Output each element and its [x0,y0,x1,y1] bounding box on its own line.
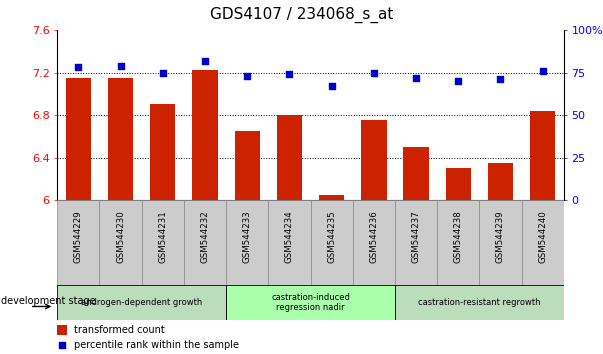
Point [411,75,421,80]
Text: percentile rank within the sample: percentile rank within the sample [74,340,239,350]
Bar [403,147,429,200]
Text: GSM544238: GSM544238 [454,210,463,263]
Text: development stage: development stage [1,296,96,306]
Text: GSM544232: GSM544232 [201,210,209,263]
Text: GSM544237: GSM544237 [412,210,420,263]
Point [200,58,210,63]
Bar [99,200,142,285]
Bar [311,200,353,285]
Text: GDS4107 / 234068_s_at: GDS4107 / 234068_s_at [210,7,393,23]
Bar [184,200,226,285]
Text: castration-resistant regrowth: castration-resistant regrowth [418,298,541,307]
Bar [192,70,218,200]
Point [158,70,168,75]
Bar [479,200,522,285]
Bar [150,104,175,200]
Bar [522,200,564,285]
Bar [57,325,68,335]
Bar [268,200,311,285]
Point [57,342,67,348]
Bar [361,120,387,200]
Point [74,65,83,70]
Bar [530,111,555,200]
Point [285,72,294,77]
Text: androgen-dependent growth: androgen-dependent growth [81,298,203,307]
Bar [488,163,513,200]
Bar [142,200,184,285]
Text: GSM544230: GSM544230 [116,210,125,263]
Text: GSM544235: GSM544235 [327,210,336,263]
Bar [319,195,344,200]
Bar [395,285,564,320]
Point [496,76,505,82]
Text: castration-induced
regression nadir: castration-induced regression nadir [271,293,350,312]
Point [369,70,379,75]
Bar [57,200,99,285]
Bar [108,78,133,200]
Text: GSM544234: GSM544234 [285,210,294,263]
Bar [437,200,479,285]
Bar [277,115,302,200]
Point [242,73,252,79]
Text: GSM544229: GSM544229 [74,210,83,263]
Bar [353,200,395,285]
Point [327,83,336,89]
Point [453,78,463,84]
Point [538,68,548,74]
Bar [226,200,268,285]
Bar [226,285,395,320]
Point [116,63,125,69]
Bar [57,285,226,320]
Text: GSM544239: GSM544239 [496,210,505,263]
Text: GSM544236: GSM544236 [370,210,378,263]
Bar [446,168,471,200]
Text: GSM544240: GSM544240 [538,210,547,263]
Text: transformed count: transformed count [74,325,165,335]
Text: GSM544233: GSM544233 [243,210,251,263]
Bar [395,200,437,285]
Bar [235,131,260,200]
Text: GSM544231: GSM544231 [159,210,167,263]
Bar [66,78,91,200]
